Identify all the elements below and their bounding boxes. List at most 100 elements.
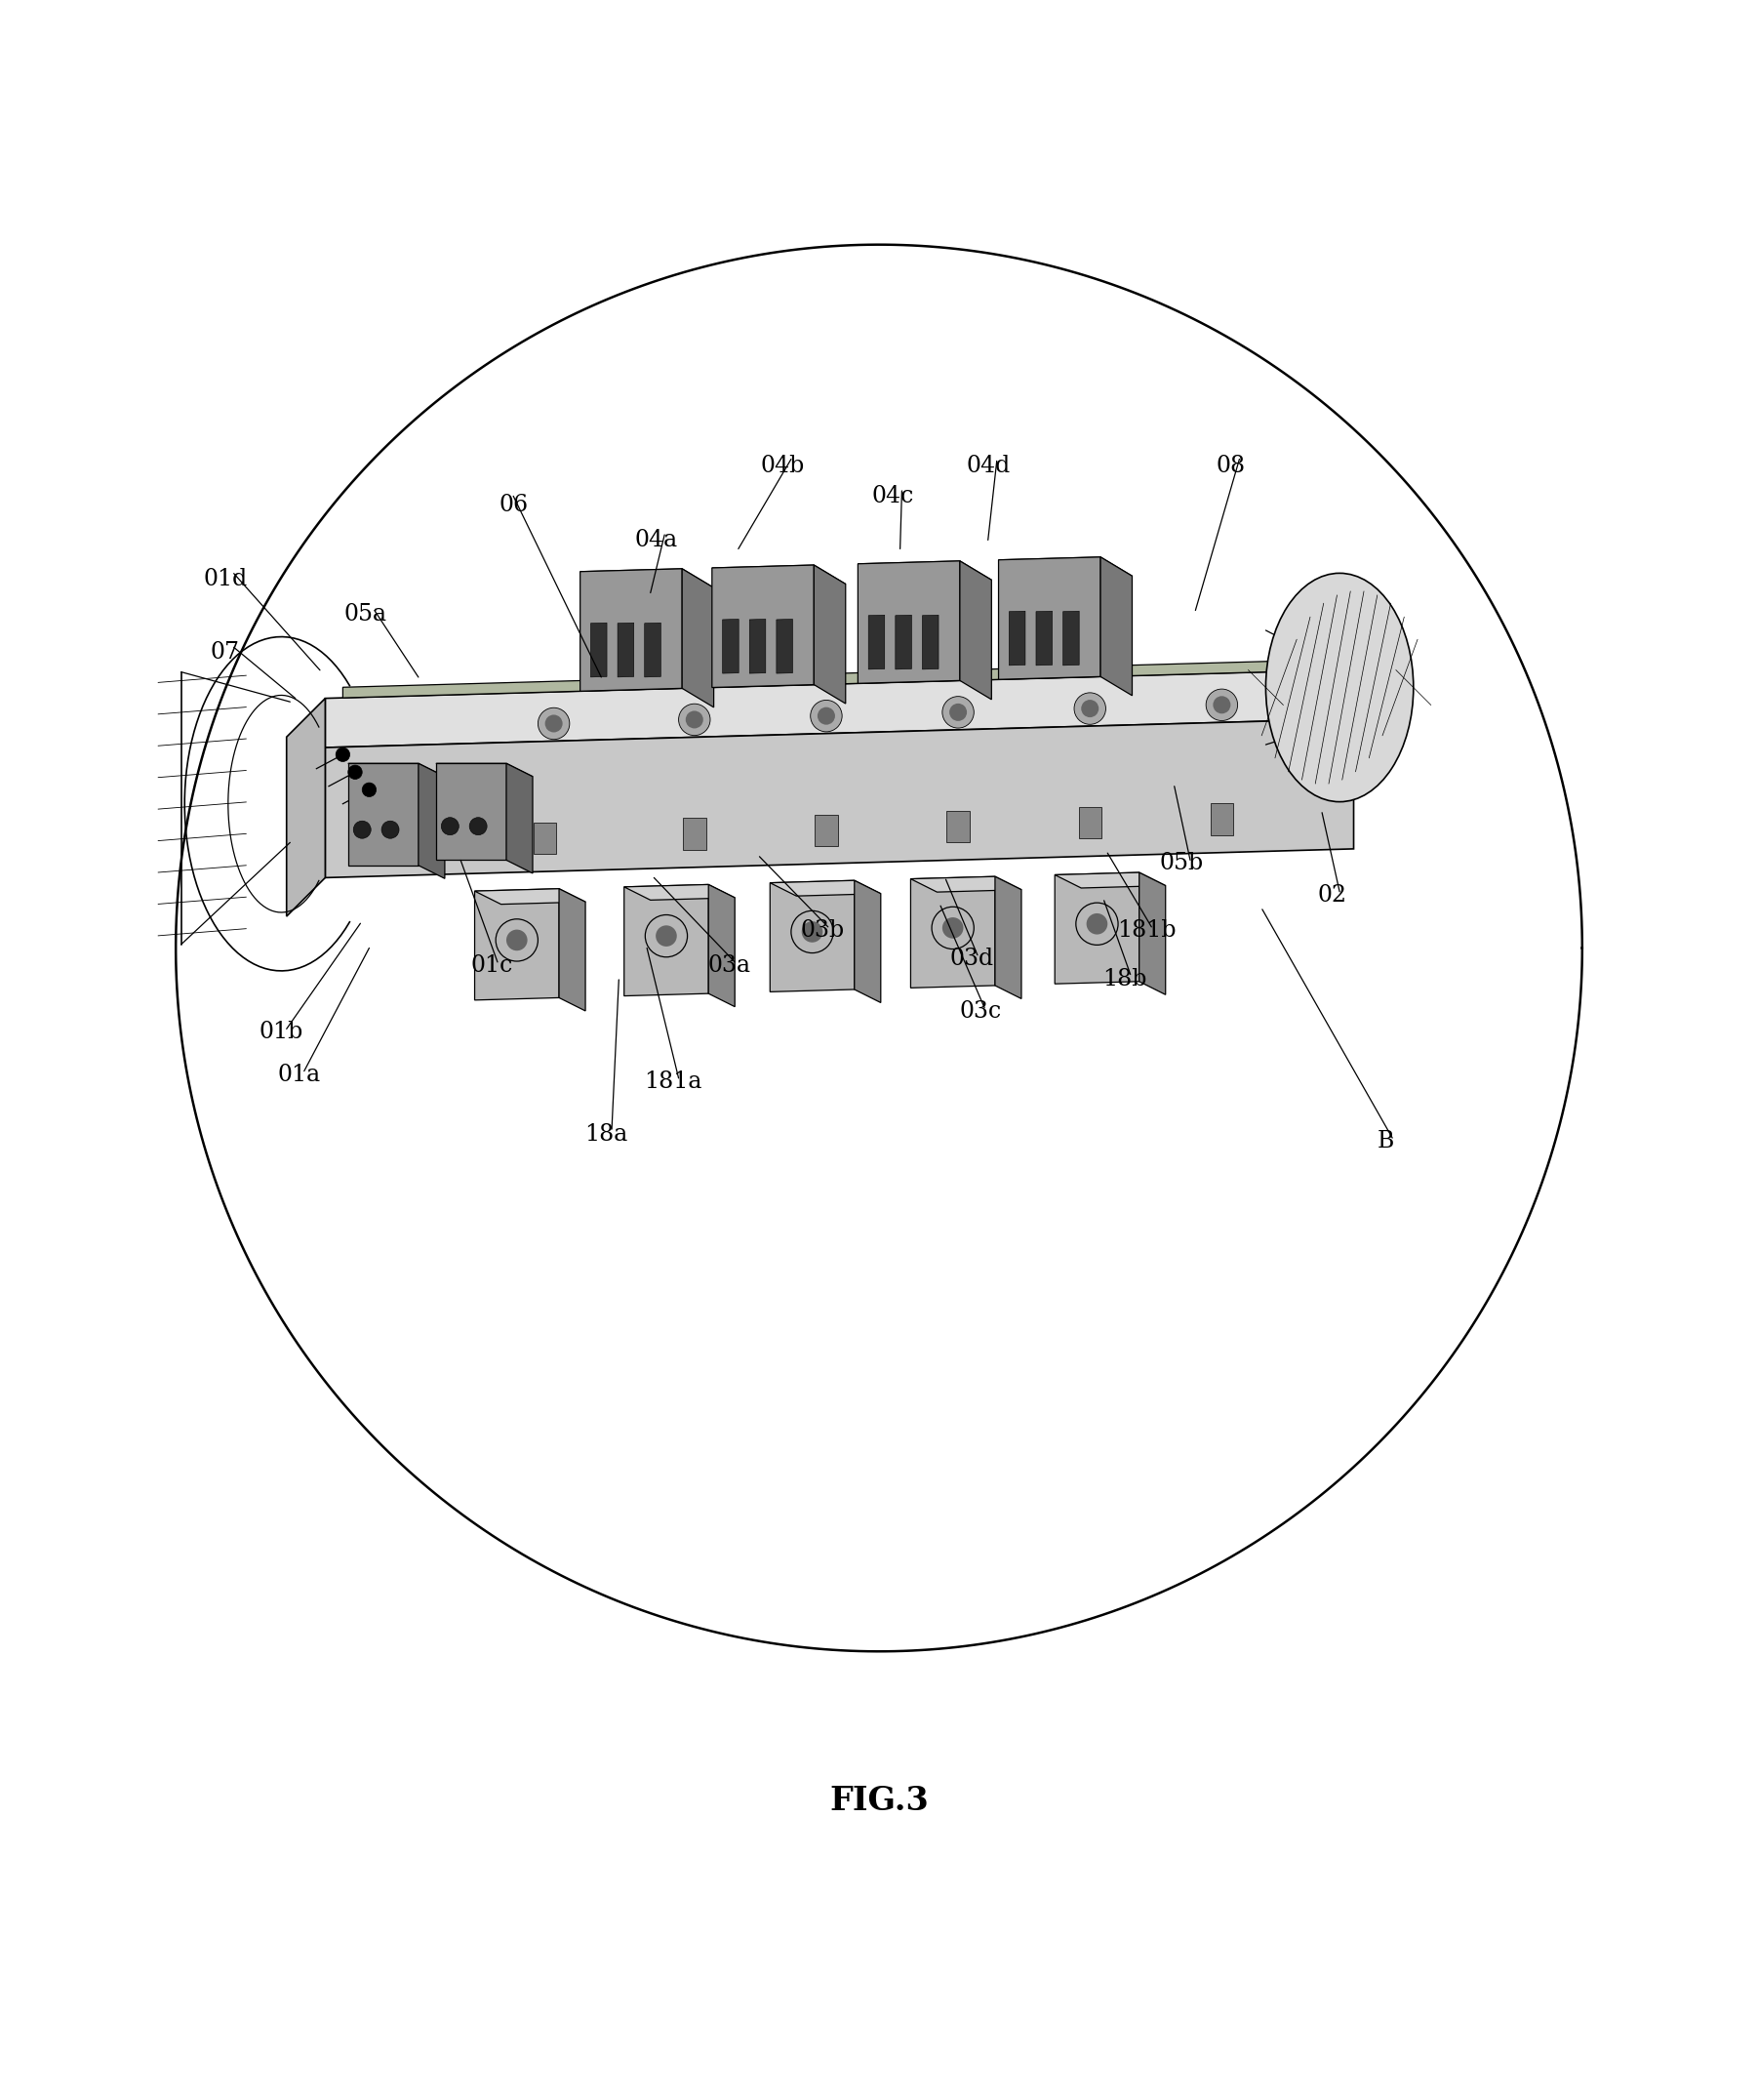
Polygon shape	[682, 819, 707, 850]
Text: 03d: 03d	[949, 947, 995, 970]
Circle shape	[336, 748, 350, 762]
Polygon shape	[325, 718, 1354, 878]
Text: 01a: 01a	[278, 1063, 320, 1086]
Circle shape	[802, 922, 823, 943]
Polygon shape	[868, 615, 884, 670]
Text: 03c: 03c	[960, 1000, 1002, 1023]
Polygon shape	[854, 880, 881, 1002]
Polygon shape	[348, 764, 445, 777]
Text: B: B	[1377, 1130, 1394, 1153]
Polygon shape	[624, 884, 708, 995]
Polygon shape	[948, 811, 970, 842]
Text: 04d: 04d	[965, 456, 1011, 477]
Text: 181a: 181a	[645, 1071, 701, 1092]
Polygon shape	[475, 888, 559, 1000]
Polygon shape	[960, 561, 992, 699]
Circle shape	[381, 821, 399, 838]
Polygon shape	[617, 624, 635, 676]
Text: 18b: 18b	[1102, 968, 1148, 991]
Circle shape	[469, 817, 487, 836]
Polygon shape	[645, 624, 661, 676]
Polygon shape	[895, 615, 912, 670]
Polygon shape	[1009, 611, 1025, 666]
Polygon shape	[1210, 804, 1232, 836]
Polygon shape	[1101, 556, 1132, 695]
Polygon shape	[580, 569, 714, 590]
Circle shape	[348, 764, 362, 779]
Polygon shape	[712, 565, 814, 687]
Circle shape	[1213, 695, 1231, 714]
Text: 181b: 181b	[1116, 920, 1176, 941]
Polygon shape	[591, 624, 607, 676]
Polygon shape	[559, 888, 585, 1010]
Polygon shape	[418, 764, 445, 878]
Polygon shape	[999, 556, 1101, 680]
Polygon shape	[436, 764, 533, 777]
Circle shape	[1081, 699, 1099, 718]
Circle shape	[1206, 689, 1238, 720]
Circle shape	[1074, 693, 1106, 724]
Polygon shape	[723, 619, 738, 674]
Circle shape	[538, 708, 570, 739]
Circle shape	[942, 697, 974, 729]
Polygon shape	[411, 825, 432, 857]
Circle shape	[362, 783, 376, 796]
Polygon shape	[995, 876, 1021, 1000]
Polygon shape	[923, 615, 939, 670]
Text: 03b: 03b	[800, 920, 846, 941]
Polygon shape	[911, 876, 1021, 892]
Circle shape	[686, 710, 703, 729]
Polygon shape	[1055, 871, 1166, 888]
Text: 02: 02	[1318, 884, 1347, 907]
Polygon shape	[1035, 611, 1053, 666]
Polygon shape	[858, 561, 992, 584]
Circle shape	[942, 918, 963, 939]
Circle shape	[656, 926, 677, 947]
Polygon shape	[580, 569, 682, 691]
Text: 05b: 05b	[1159, 853, 1204, 876]
Text: FIG.3: FIG.3	[830, 1785, 928, 1816]
Circle shape	[1086, 914, 1108, 934]
Polygon shape	[287, 699, 325, 916]
Polygon shape	[814, 815, 837, 846]
Polygon shape	[436, 764, 506, 861]
Polygon shape	[858, 561, 960, 683]
Polygon shape	[475, 888, 585, 905]
Text: 05a: 05a	[345, 603, 387, 626]
Polygon shape	[777, 619, 793, 674]
Text: 04c: 04c	[872, 485, 914, 508]
Ellipse shape	[1266, 573, 1413, 802]
Text: 07: 07	[211, 640, 239, 664]
Circle shape	[949, 704, 967, 720]
Polygon shape	[770, 880, 881, 897]
Text: 18a: 18a	[585, 1124, 628, 1147]
Circle shape	[545, 714, 563, 733]
Circle shape	[506, 930, 527, 951]
Polygon shape	[348, 764, 418, 865]
Circle shape	[817, 708, 835, 724]
Polygon shape	[325, 670, 1354, 748]
Polygon shape	[343, 659, 1318, 697]
Circle shape	[441, 817, 459, 836]
Polygon shape	[911, 876, 995, 987]
Polygon shape	[712, 565, 846, 586]
Polygon shape	[624, 884, 735, 901]
Polygon shape	[1064, 611, 1079, 666]
Polygon shape	[534, 823, 556, 855]
Text: 04a: 04a	[635, 529, 677, 552]
Polygon shape	[1055, 871, 1139, 983]
Circle shape	[353, 821, 371, 838]
Polygon shape	[814, 565, 846, 704]
Polygon shape	[999, 556, 1132, 580]
Circle shape	[810, 699, 842, 731]
Polygon shape	[506, 764, 533, 874]
Polygon shape	[708, 884, 735, 1006]
Text: 04b: 04b	[759, 456, 805, 477]
Polygon shape	[1079, 806, 1101, 838]
Polygon shape	[1139, 871, 1166, 995]
Text: 08: 08	[1217, 456, 1245, 477]
Text: 06: 06	[499, 493, 527, 517]
Text: 01d: 01d	[202, 567, 248, 590]
Polygon shape	[770, 880, 854, 991]
Polygon shape	[682, 569, 714, 708]
